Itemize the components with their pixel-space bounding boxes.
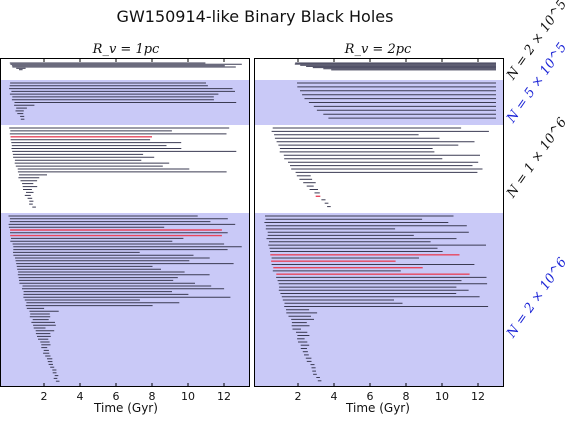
plot-frame [254, 58, 504, 387]
chart-title: GW150914-like Binary Black Holes [117, 7, 394, 26]
x-tick-label: 8 [403, 390, 410, 403]
x-tick-label: 12 [217, 390, 231, 403]
x-tick-label: 4 [331, 390, 338, 403]
x-tick-label: 6 [367, 390, 374, 403]
group-label: N = 1 × 10^6 [504, 115, 571, 201]
x-axis-label-left: Time (Gyr) [93, 401, 158, 415]
x-tick-label: 12 [471, 390, 485, 403]
group-labels: N = 2 × 10^5N = 5 × 10^5N = 1 × 10^6N = … [504, 0, 571, 341]
panel-title-rv-1pc: R_v = 1pc [92, 42, 160, 57]
x-tick-label: 10 [435, 390, 449, 403]
panel-rv-2pc: 2 4 6 8 10 12 [254, 58, 504, 403]
panel-rv-1pc: 2 4 6 8 10 12 [0, 58, 250, 403]
group-label: N = 2 × 10^6 [504, 255, 571, 341]
plot-frame [0, 58, 250, 387]
panel-title-rv-2pc: R_v = 2pc [344, 42, 412, 57]
x-tick-label: 8 [149, 390, 156, 403]
x-axis-label-right: Time (Gyr) [345, 401, 410, 415]
x-tick-label: 2 [41, 390, 48, 403]
x-tick-label: 10 [181, 390, 195, 403]
x-tick-label: 6 [113, 390, 120, 403]
x-tick-label: 2 [295, 390, 302, 403]
x-tick-label: 4 [77, 390, 84, 403]
